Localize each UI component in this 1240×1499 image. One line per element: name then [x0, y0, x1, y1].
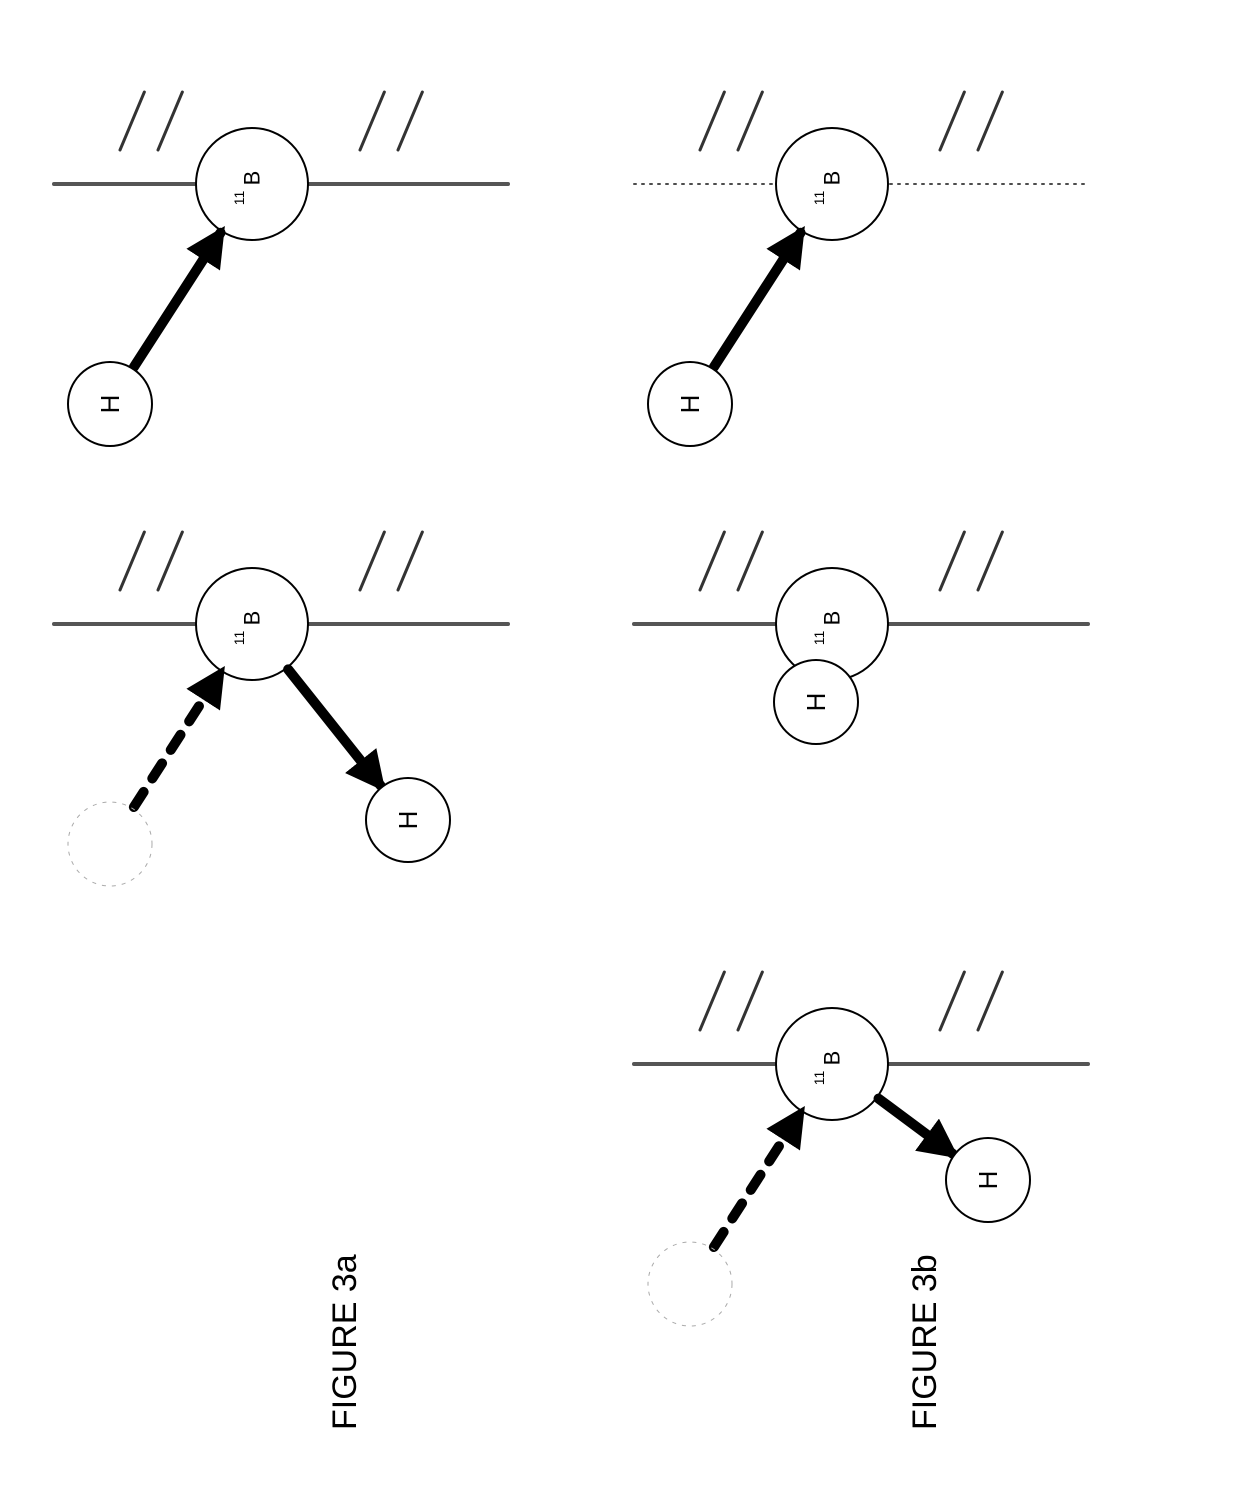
atom-H-label: H: [675, 395, 705, 414]
svg-text:11: 11: [811, 1071, 827, 1086]
atom-H-ghost: [648, 1242, 732, 1326]
panel-b_bot: 11 B H: [634, 972, 1088, 1326]
hatch-line: [940, 92, 964, 150]
svg-text:B: B: [240, 611, 265, 626]
atom-H-ghost: [68, 802, 152, 886]
arrow-solid: [288, 669, 380, 785]
hatch-line: [120, 92, 144, 150]
figure-3a-label: FIGURE 3a: [326, 1254, 365, 1430]
svg-text:B: B: [820, 1051, 845, 1066]
atom-H-label: H: [801, 693, 831, 712]
hatch-line: [940, 972, 964, 1030]
hatch-line: [158, 532, 182, 590]
hatch-line: [120, 532, 144, 590]
svg-text:11: 11: [231, 191, 247, 206]
hatch-line: [978, 92, 1002, 150]
hatch-line: [398, 532, 422, 590]
arrow-solid: [134, 233, 221, 367]
arrow-solid: [714, 233, 801, 367]
hatch-line: [738, 92, 762, 150]
hatch-line: [940, 532, 964, 590]
panel-b_mid: 11 B H: [634, 532, 1088, 744]
hatch-line: [398, 92, 422, 150]
panel-a_top: 11 B H: [54, 92, 508, 446]
hatch-line: [360, 532, 384, 590]
arrow-dashed: [714, 1113, 801, 1247]
svg-text:B: B: [820, 611, 845, 626]
figure-3b-label: FIGURE 3b: [906, 1254, 945, 1430]
diagram-svg: 11 B H 11 B H 11 B H 11 B H 11 B H: [0, 0, 1240, 1499]
svg-text:11: 11: [811, 631, 827, 646]
hatch-line: [738, 532, 762, 590]
diagram-root: 11 B H 11 B H 11 B H 11 B H 11 B H FIGURE 3a FIGURE 3b: [0, 0, 1240, 1499]
hatch-line: [360, 92, 384, 150]
panel-b_top: 11 B H: [634, 92, 1088, 446]
arrow-solid: [879, 1099, 953, 1154]
svg-text:11: 11: [231, 631, 247, 646]
svg-text:B: B: [240, 171, 265, 186]
hatch-line: [158, 92, 182, 150]
svg-text:B: B: [820, 171, 845, 186]
atom-H-label: H: [973, 1171, 1003, 1190]
arrow-dashed: [134, 673, 221, 807]
svg-text:11: 11: [811, 191, 827, 206]
hatch-line: [978, 532, 1002, 590]
hatch-line: [700, 972, 724, 1030]
hatch-line: [700, 532, 724, 590]
hatch-line: [738, 972, 762, 1030]
hatch-line: [978, 972, 1002, 1030]
atom-H-label: H: [393, 811, 423, 830]
atom-H-label: H: [95, 395, 125, 414]
panel-a_bot: 11 B H: [54, 532, 508, 886]
hatch-line: [700, 92, 724, 150]
